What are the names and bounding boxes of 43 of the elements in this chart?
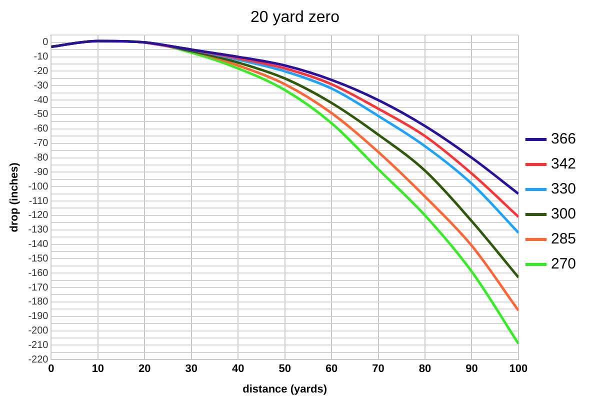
chart-title: 20 yard zero: [250, 9, 340, 26]
y-tick-label: -130: [28, 224, 49, 236]
y-tick-label: -180: [28, 296, 49, 308]
legend-label: 285: [550, 230, 576, 248]
y-tick-label: -150: [28, 253, 49, 264]
x-tick-label: 100: [509, 363, 528, 376]
legend-label: 366: [550, 130, 576, 148]
y-tick-label: -20: [34, 66, 49, 77]
x-tick-label: 30: [185, 363, 198, 376]
legend-label: 330: [550, 180, 576, 198]
y-tick-label: -140: [28, 239, 49, 250]
x-tick-label: 80: [418, 363, 432, 376]
y-tick-label: -120: [28, 210, 49, 222]
x-tick-label: 40: [232, 363, 244, 376]
y-tick-label: -50: [34, 109, 49, 120]
x-tick-label: 20: [138, 363, 151, 376]
x-tick-label: 90: [466, 363, 478, 376]
y-tick-label: -190: [28, 311, 49, 322]
y-tick-label: -200: [28, 326, 49, 337]
y-tick-label: -40: [34, 94, 49, 106]
legend-label: 270: [550, 256, 576, 273]
y-tick-label: -160: [28, 268, 49, 279]
y-tick-label: -110: [28, 196, 49, 207]
y-tick-label: -100: [28, 181, 49, 192]
x-tick-label: 10: [92, 363, 104, 376]
line-series: [51, 40, 518, 196]
y-axis-title: drop (inches): [8, 162, 21, 232]
x-tick-label: 60: [325, 363, 338, 376]
y-tick-label: -210: [28, 340, 49, 351]
y-tick-label: -220: [28, 354, 49, 366]
y-tick-label: -70: [34, 138, 49, 150]
legend-label: 342: [550, 156, 576, 173]
legend-label: 300: [550, 206, 576, 223]
y-tick-label: -30: [34, 80, 49, 92]
y-tick-label: -10: [34, 52, 49, 63]
y-tick-label: -60: [34, 124, 49, 135]
y-tick-label: 0: [42, 37, 49, 48]
x-axis-title: distance (yards): [242, 383, 328, 396]
y-tick-label: -170: [28, 282, 49, 294]
y-tick-label: -90: [34, 166, 49, 178]
x-tick-label: 70: [372, 363, 384, 376]
y-tick-label: -80: [34, 152, 49, 164]
x-tick-label: 50: [278, 363, 291, 376]
